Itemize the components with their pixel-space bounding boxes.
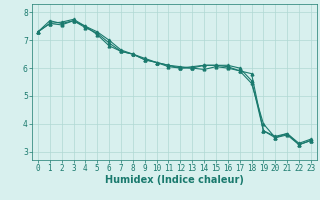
X-axis label: Humidex (Indice chaleur): Humidex (Indice chaleur) xyxy=(105,175,244,185)
